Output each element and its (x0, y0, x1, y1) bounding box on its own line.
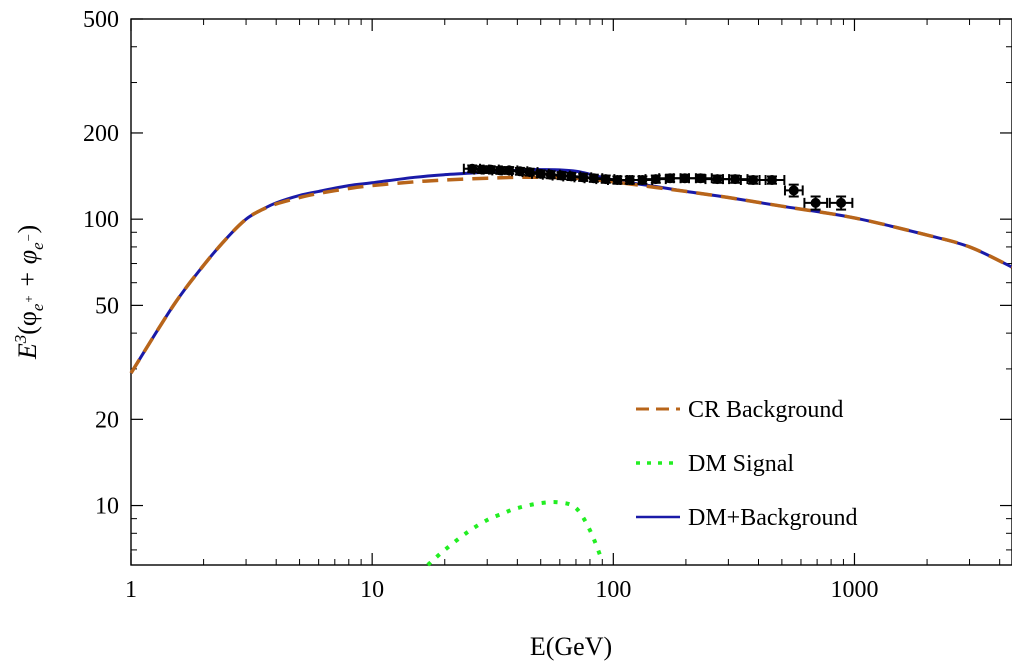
y-tick-label: 500 (83, 7, 119, 33)
data-point-marker (524, 167, 535, 178)
data-point-marker (810, 197, 821, 208)
legend-item-cr-background: CR Background (636, 397, 843, 423)
data-point-marker (695, 173, 706, 184)
legend-item-dm-background: DM+Background (636, 505, 858, 531)
legend-item-dm-signal: DM Signal (636, 451, 794, 477)
data-point (758, 175, 786, 186)
data-point-marker (836, 197, 847, 208)
y-tick-label: 100 (83, 207, 119, 233)
x-tick-label: 1 (125, 577, 137, 603)
data-point-marker (730, 174, 741, 185)
data-point-marker (665, 173, 676, 184)
data-point (803, 195, 829, 211)
y-axis-ticks: 10 20 50 100 200 500 (83, 7, 1012, 551)
x-axis-ticks: 1 10 100 1000 (125, 19, 1001, 603)
x-tick-label: 100 (595, 577, 631, 603)
y-tick-label: 20 (95, 407, 119, 433)
y-tick-label: 10 (95, 494, 119, 520)
data-point (688, 173, 713, 184)
data-point (828, 195, 854, 211)
data-point (783, 183, 804, 198)
y-tick-label: 200 (83, 121, 119, 147)
x-tick-label: 10 (360, 577, 384, 603)
data-point-marker (679, 173, 690, 184)
x-tick-label: 1000 (830, 577, 878, 603)
series-layer (129, 168, 1012, 567)
plot-frame (130, 18, 1012, 566)
data-points-layer (462, 163, 854, 211)
data-point-marker (766, 175, 777, 186)
data-point-marker (578, 172, 589, 183)
x-axis-title: E(GeV) (530, 632, 612, 661)
data-point (658, 173, 682, 184)
legend-label-cr-background: CR Background (688, 397, 843, 423)
series-line-dm-background (129, 168, 1012, 374)
data-point-marker (748, 175, 759, 186)
legend: CR Background DM Signal DM+Background (636, 397, 858, 531)
series-line-cr-background (129, 175, 1012, 375)
y-tick-label: 50 (95, 293, 119, 319)
data-point-marker (788, 185, 799, 196)
series-line-dm-signal (426, 500, 605, 567)
legend-label-dm-signal: DM Signal (688, 451, 794, 477)
legend-label-dm-background: DM+Background (688, 505, 858, 531)
y-axis-title: E3(φe+ + φe−) (11, 225, 47, 360)
data-point-marker (712, 174, 723, 185)
